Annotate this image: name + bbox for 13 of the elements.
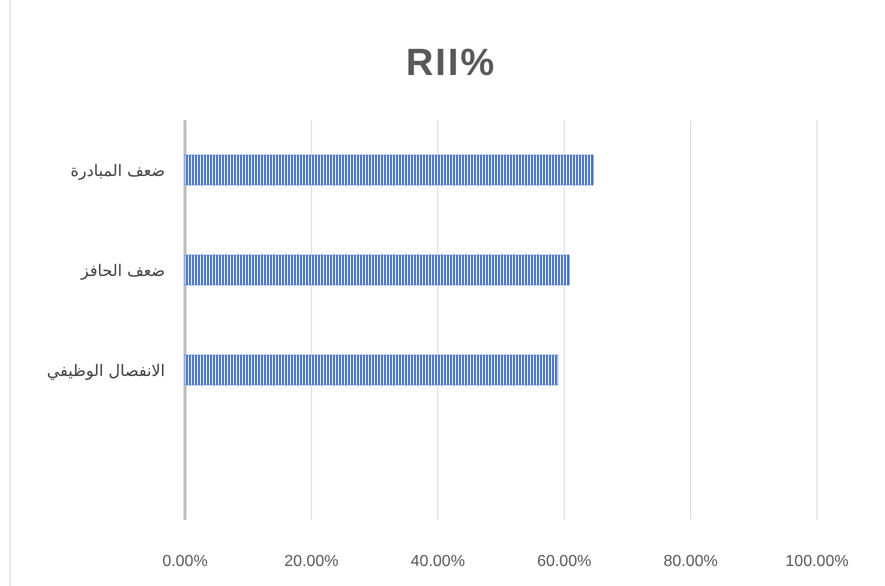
x-tick-label: 80.00% xyxy=(663,553,718,570)
x-tick-label: 20.00% xyxy=(284,553,339,570)
bar xyxy=(184,254,570,286)
y-tick-label: الانفصال الوظيفي xyxy=(46,361,165,380)
x-tick-label: 40.00% xyxy=(410,553,465,570)
y-tick-label: ضعف الحافز xyxy=(80,261,165,280)
bar xyxy=(184,154,594,186)
bar xyxy=(184,354,558,386)
x-tick-label: 60.00% xyxy=(537,553,592,570)
x-tick-label: 0.00% xyxy=(162,553,208,570)
x-tick-label: 100.00% xyxy=(785,553,849,570)
chart-title: RII% xyxy=(406,42,496,84)
y-tick-label: ضعف المبادرة xyxy=(70,161,165,180)
